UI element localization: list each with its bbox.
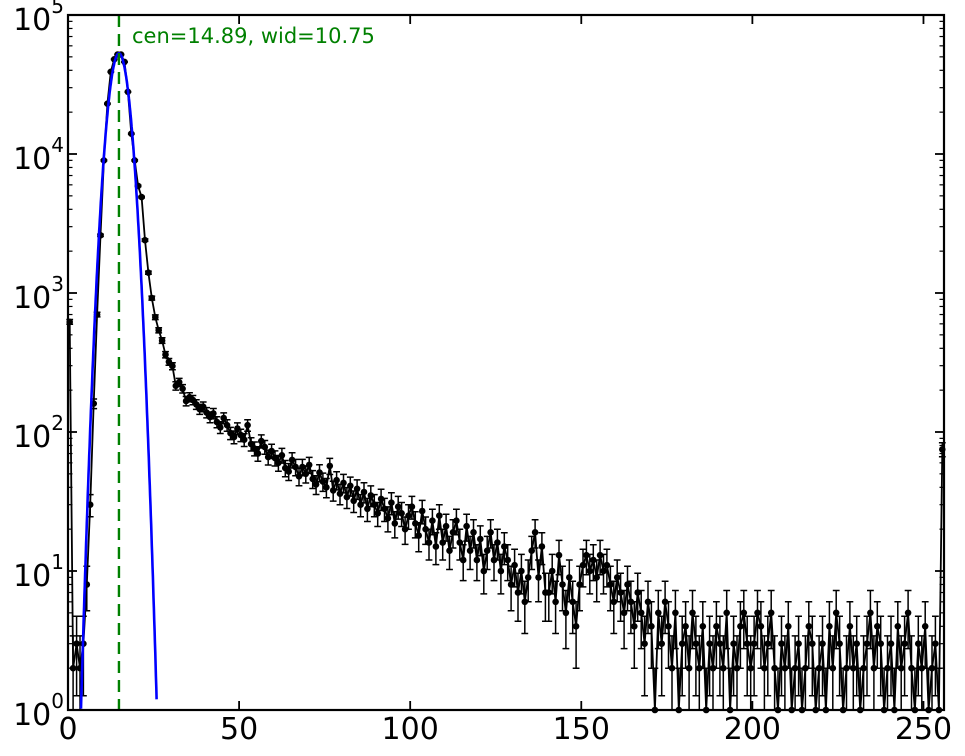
fit-annotation: cen=14.89, wid=10.75 (132, 24, 375, 48)
plot-border (66, 13, 946, 712)
x-tick-label: 250 (895, 712, 952, 747)
x-tick-label: 100 (382, 712, 439, 747)
x-tick-label: 50 (220, 712, 258, 747)
x-tick-label: 0 (58, 712, 77, 747)
x-tick-label: 150 (553, 712, 610, 747)
data-line (68, 53, 944, 711)
x-tick-label: 200 (724, 712, 781, 747)
